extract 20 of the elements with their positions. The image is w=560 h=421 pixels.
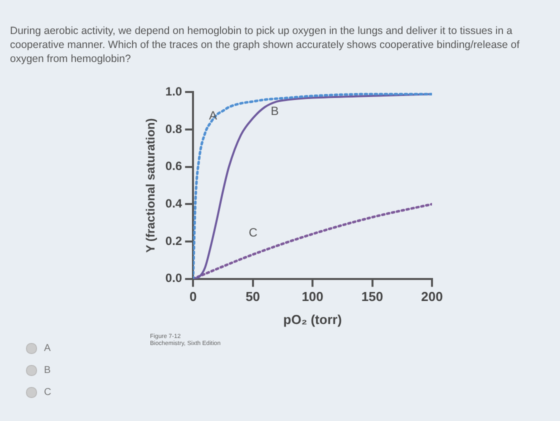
series-label: C — [248, 226, 258, 240]
x-tick-label: 50 — [246, 289, 260, 304]
x-tick-label: 100 — [302, 289, 324, 304]
x-tick-label: 200 — [421, 289, 443, 304]
text: A — [44, 343, 51, 354]
y-tick-label: 0.4 — [165, 196, 182, 210]
text: C — [44, 387, 52, 398]
series-label: A — [209, 108, 218, 122]
y-tick-label: 0.0 — [165, 271, 182, 286]
series-label: B — [270, 104, 279, 118]
y-tick-label: 0.6 — [165, 159, 182, 174]
text: B — [44, 365, 51, 376]
y-tick-label: 0.2 — [165, 234, 182, 248]
chart-title: During aerobic activity, we depend on hemoglobin to pick up oxygen in the lungs and deliver it to tissues in a cooperative manner. Which of the traces on the graph shown accurately shows cooperative binding/release of oxygen from hemoglobin? — [10, 24, 521, 66]
x-tick-label: 150 — [361, 289, 384, 304]
y-tick-label: 0.8 — [165, 122, 182, 136]
y-tick-label: 1.0 — [165, 84, 182, 99]
x-tick-label: 0 — [189, 289, 197, 304]
x-axis-title: pO₂ (torr) — [283, 312, 342, 327]
y-axis-title: Y (fractional saturation) — [144, 118, 158, 253]
